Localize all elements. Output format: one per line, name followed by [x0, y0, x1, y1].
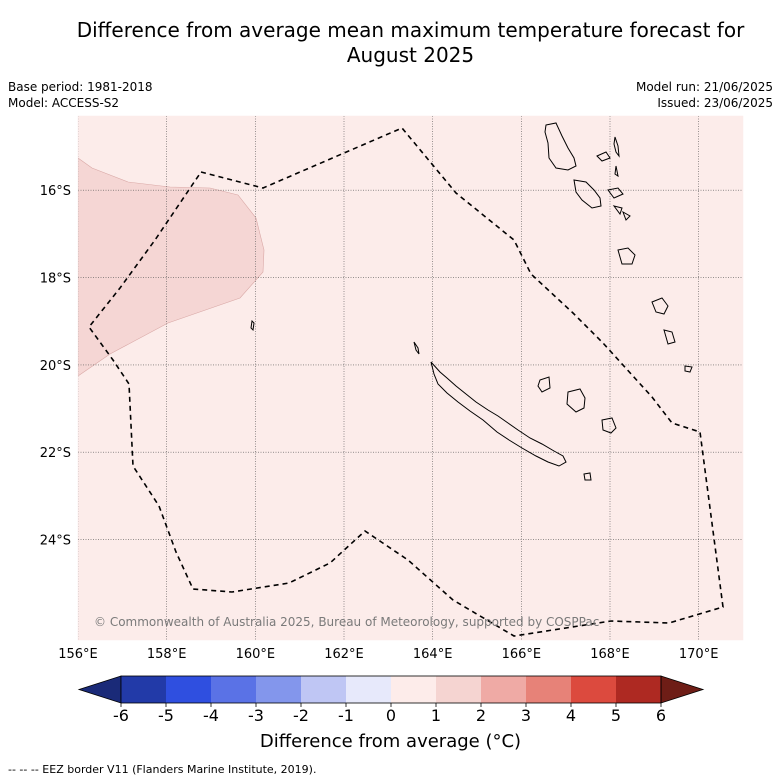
- malekula-island: [573, 179, 602, 209]
- colorbar-tick-label: -5: [158, 706, 174, 725]
- new-caledonia-island: [430, 361, 567, 467]
- shepherd-islands: [622, 210, 631, 221]
- colorbar-tick-label: -4: [203, 706, 219, 725]
- latitude-tick-label: 20°S: [40, 359, 71, 374]
- longitude-tick-label: 158°E: [147, 647, 187, 662]
- efate-island: [617, 247, 636, 265]
- issued-date: Issued: 23/06/2025: [657, 96, 773, 110]
- longitude-tick-label: 156°E: [58, 647, 98, 662]
- colorbar-bin: [391, 676, 436, 703]
- colorbar-bin: [211, 676, 256, 703]
- colorbar-tick-label: -2: [293, 706, 309, 725]
- colorbar-tick-label: 0: [386, 706, 396, 725]
- chart-title: Difference from average mean maximum tem…: [0, 18, 781, 68]
- colorbar-extend-low: [77, 675, 122, 704]
- colorbar-tick-label: -3: [248, 706, 264, 725]
- colorbar-bin: [166, 676, 211, 703]
- copyright-notice: © Commonwealth of Australia 2025, Bureau…: [94, 615, 599, 629]
- latitude-tick-labels: 16°S 18°S 20°S 22°S 24°S: [40, 184, 71, 548]
- longitude-tick-label: 160°E: [236, 647, 276, 662]
- erromango-island: [651, 297, 669, 315]
- colorbar-bin: [481, 676, 526, 703]
- metadata-right: Model run: 21/06/2025 Issued: 23/06/2025: [636, 79, 773, 111]
- espiritu-santo-island: [544, 122, 577, 171]
- longitude-tick-labels: 156°E 158°E 160°E 162°E 164°E 166°E 168°E 170°E: [58, 647, 718, 662]
- colorbar-tick-label: 6: [656, 706, 666, 725]
- latitude-tick-label: 18°S: [40, 272, 71, 287]
- colorbar-bin: [616, 676, 661, 703]
- pentecost-island: [614, 165, 619, 178]
- longitude-tick-label: 166°E: [502, 647, 542, 662]
- mare-island: [601, 417, 617, 434]
- aneityum-island: [684, 365, 693, 373]
- ambrym-island: [607, 187, 624, 199]
- colorbar-tick-label: 3: [521, 706, 531, 725]
- colorbar-tick-label: 4: [566, 706, 576, 725]
- colorbar-bin: [526, 676, 571, 703]
- longitude-tick-label: 168°E: [590, 647, 630, 662]
- title-line-2: August 2025: [346, 43, 475, 67]
- colorbar-tick-label: 1: [431, 706, 441, 725]
- colorbar-tick-label: 5: [611, 706, 621, 725]
- model-run-date: Model run: 21/06/2025: [635, 80, 773, 94]
- warm-anomaly-patch: [78, 157, 265, 377]
- colorbar-title: Difference from average (°C): [259, 731, 522, 752]
- latitude-tick-label: 16°S: [40, 184, 71, 199]
- base-period: Base period: 1981-2018: [8, 80, 153, 94]
- maewo-island: [613, 136, 620, 158]
- belep-islands: [413, 341, 420, 355]
- coastlines: [250, 122, 693, 481]
- colorbar-extend-high: [660, 675, 705, 704]
- colorbar-bin: [121, 676, 166, 703]
- longitude-tick-label: 164°E: [413, 647, 453, 662]
- colorbar-bin: [571, 676, 616, 703]
- colorbar-bin: [436, 676, 481, 703]
- eez-border: [87, 127, 724, 637]
- colorbar-bin: [346, 676, 391, 703]
- map-frame: [77, 115, 744, 641]
- model-name: Model: ACCESS-S2: [8, 96, 120, 110]
- latitude-tick-label: 24°S: [40, 534, 71, 549]
- epi-island: [612, 205, 623, 216]
- ambae-island: [596, 151, 611, 162]
- longitude-tick-label: 170°E: [679, 647, 719, 662]
- colorbar-tick-label: 2: [476, 706, 486, 725]
- isle-of-pines: [583, 472, 592, 481]
- longitude-tick-label: 162°E: [324, 647, 364, 662]
- metadata-left: Base period: 1981-2018 Model: ACCESS-S2: [8, 79, 153, 111]
- lifou-island: [566, 388, 586, 413]
- tanna-island: [663, 329, 676, 345]
- ouvea-island: [537, 376, 551, 393]
- colorbar-tick-label: -1: [338, 706, 354, 725]
- latitude-tick-label: 22°S: [40, 446, 71, 461]
- chesterfield-islet: [250, 319, 255, 332]
- eez-footnote: -- -- -- EEZ border V11 (Flanders Marine…: [8, 763, 317, 776]
- title-line-1: Difference from average mean maximum tem…: [76, 18, 745, 42]
- colorbar-bin: [301, 676, 346, 703]
- colorbar: -6 -5 -4 -3 -2 -1 0 1 2 3 4 5 6: [77, 675, 705, 725]
- colorbar-bin: [256, 676, 301, 703]
- colorbar-tick-label: -6: [113, 706, 129, 725]
